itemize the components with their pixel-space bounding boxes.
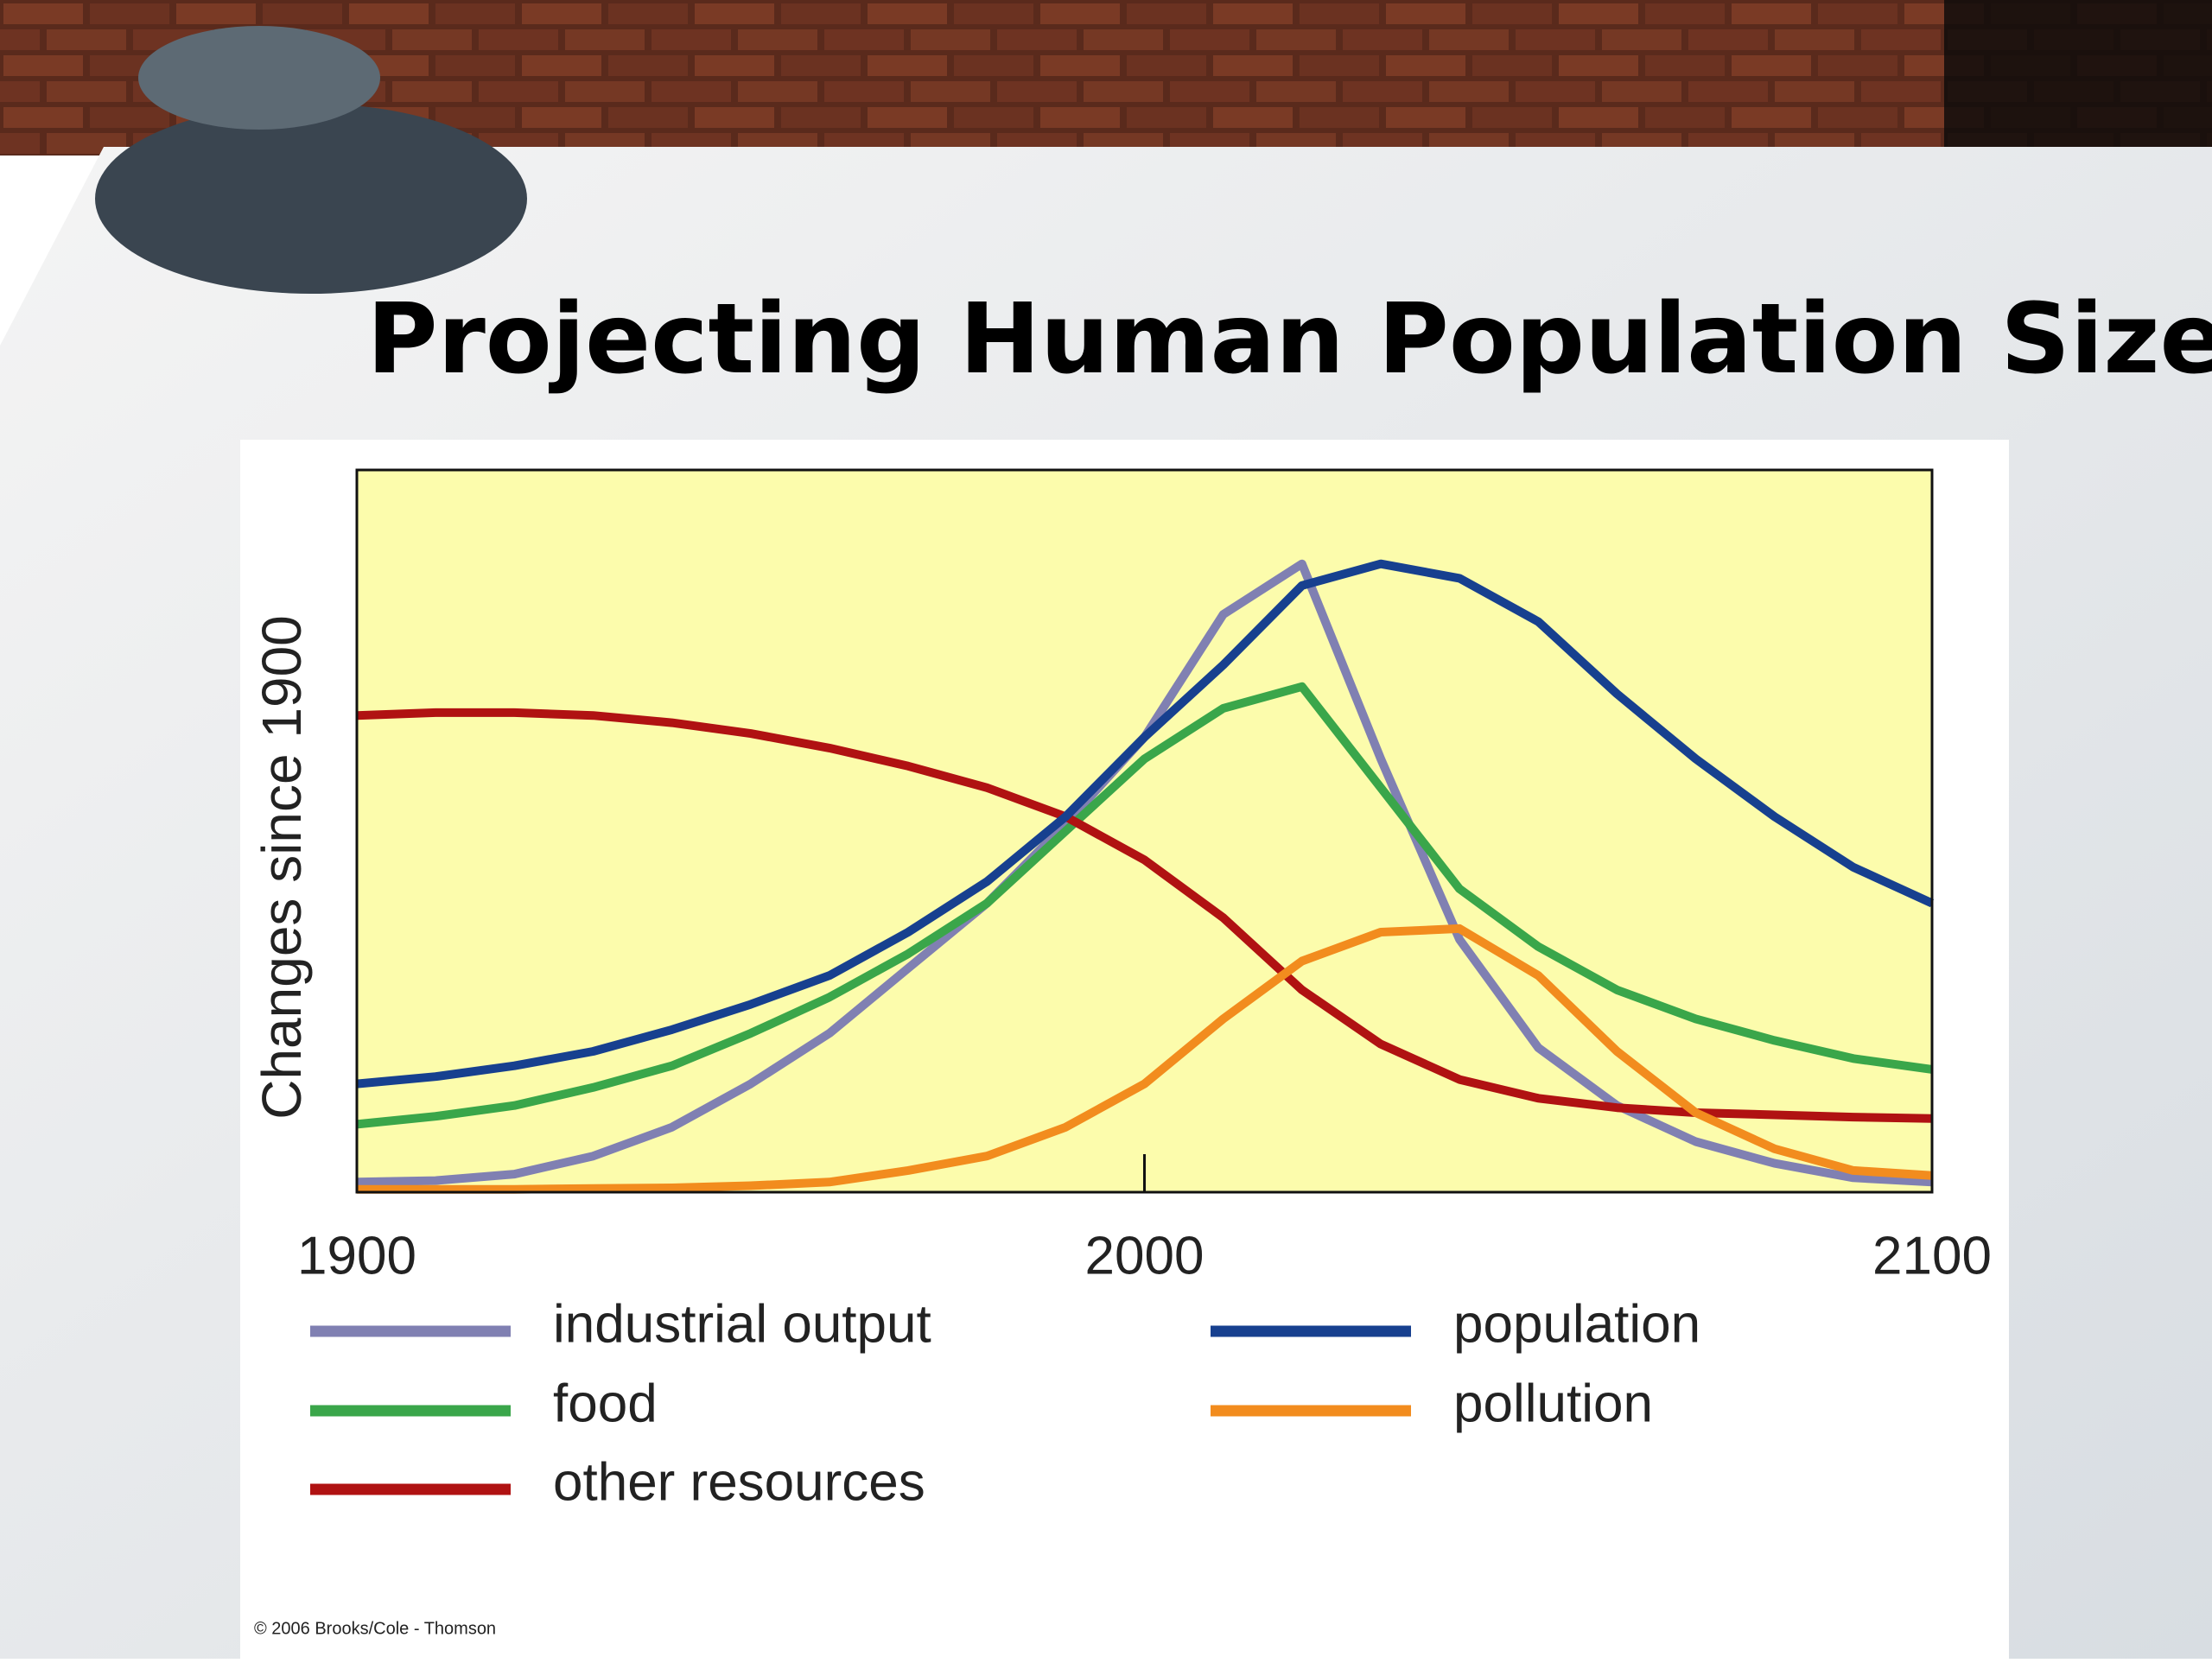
credit: © 2006 Brooks/Cole - Thomson — [254, 1619, 496, 1638]
series-line — [356, 708, 1933, 1123]
legend-label: pollution — [1453, 1374, 1653, 1433]
legend-label: industrial output — [553, 1294, 931, 1354]
series-line — [357, 924, 1933, 1194]
plot-area — [357, 470, 1932, 1192]
x-tick-label: 1900 — [297, 1226, 416, 1285]
slide-title: Projecting Human Population Size — [366, 283, 2212, 396]
x-tick-label: 2000 — [1085, 1226, 1205, 1285]
x-tick-label: 2100 — [1872, 1226, 1992, 1285]
legend-label: other resources — [553, 1452, 925, 1512]
legend-label: population — [1453, 1294, 1700, 1354]
shadow — [1944, 0, 2212, 151]
series-line — [356, 682, 1933, 1129]
series-line — [356, 559, 1935, 1089]
lamp-top — [138, 26, 380, 130]
lamp — [95, 104, 527, 294]
y-axis-label: Changes since 1900 — [251, 615, 313, 1120]
legend-label: food — [553, 1374, 658, 1433]
